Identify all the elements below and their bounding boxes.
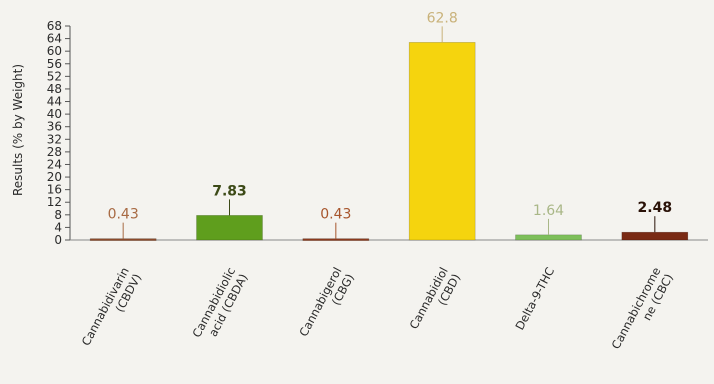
bars	[89, 42, 689, 241]
value-label: 0.43	[320, 207, 351, 223]
y-tick-label: 0	[54, 233, 62, 247]
bar	[89, 238, 157, 241]
y-tick-label: 44	[47, 95, 62, 109]
bar	[408, 42, 476, 241]
y-tick-label: 48	[47, 82, 62, 96]
y-tick-label: 40	[47, 107, 62, 121]
y-tick-label: 24	[47, 157, 62, 171]
value-label: 2.48	[638, 200, 673, 216]
y-tick-label: 36	[47, 120, 62, 134]
bar	[515, 234, 582, 241]
x-tick-label: Delta-9-THC	[512, 265, 557, 332]
value-label: 62.8	[427, 10, 458, 26]
value-label: 7.83	[212, 183, 247, 199]
x-tick-label-group: Cannabidivarin(CBDV)	[79, 265, 144, 348]
value-labels: 0.43 7.83 0.43 62.8 1.64 2.48	[108, 10, 673, 239]
y-tick-label: 12	[47, 195, 62, 209]
y-tick-label: 64	[47, 32, 62, 46]
y-tick-label: 32	[47, 132, 62, 146]
x-tick-label-group: Cannabidiol(CBD)	[407, 265, 464, 332]
y-axis-title: Results (% by Weight)	[11, 64, 25, 196]
bar	[621, 231, 689, 241]
y-tick-label: 16	[47, 183, 62, 197]
value-label: 1.64	[533, 203, 564, 219]
y-tick-label: 28	[47, 145, 62, 159]
x-tick-label-group: Delta-9-THC	[512, 265, 557, 332]
y-tick-label: 8	[54, 208, 62, 222]
y-tick-label: 60	[47, 44, 62, 58]
bar	[302, 238, 370, 241]
y-tick-label: 20	[47, 170, 62, 184]
value-label: 0.43	[108, 207, 139, 223]
bar	[196, 215, 263, 241]
y-tick-label: 52	[47, 69, 62, 83]
x-tick-label-group: Cannabigerol(CBG)	[296, 265, 357, 339]
y-tick-label: 56	[47, 57, 62, 71]
y-tick-label: 4	[54, 220, 62, 234]
y-tick-label: 68	[47, 19, 62, 33]
